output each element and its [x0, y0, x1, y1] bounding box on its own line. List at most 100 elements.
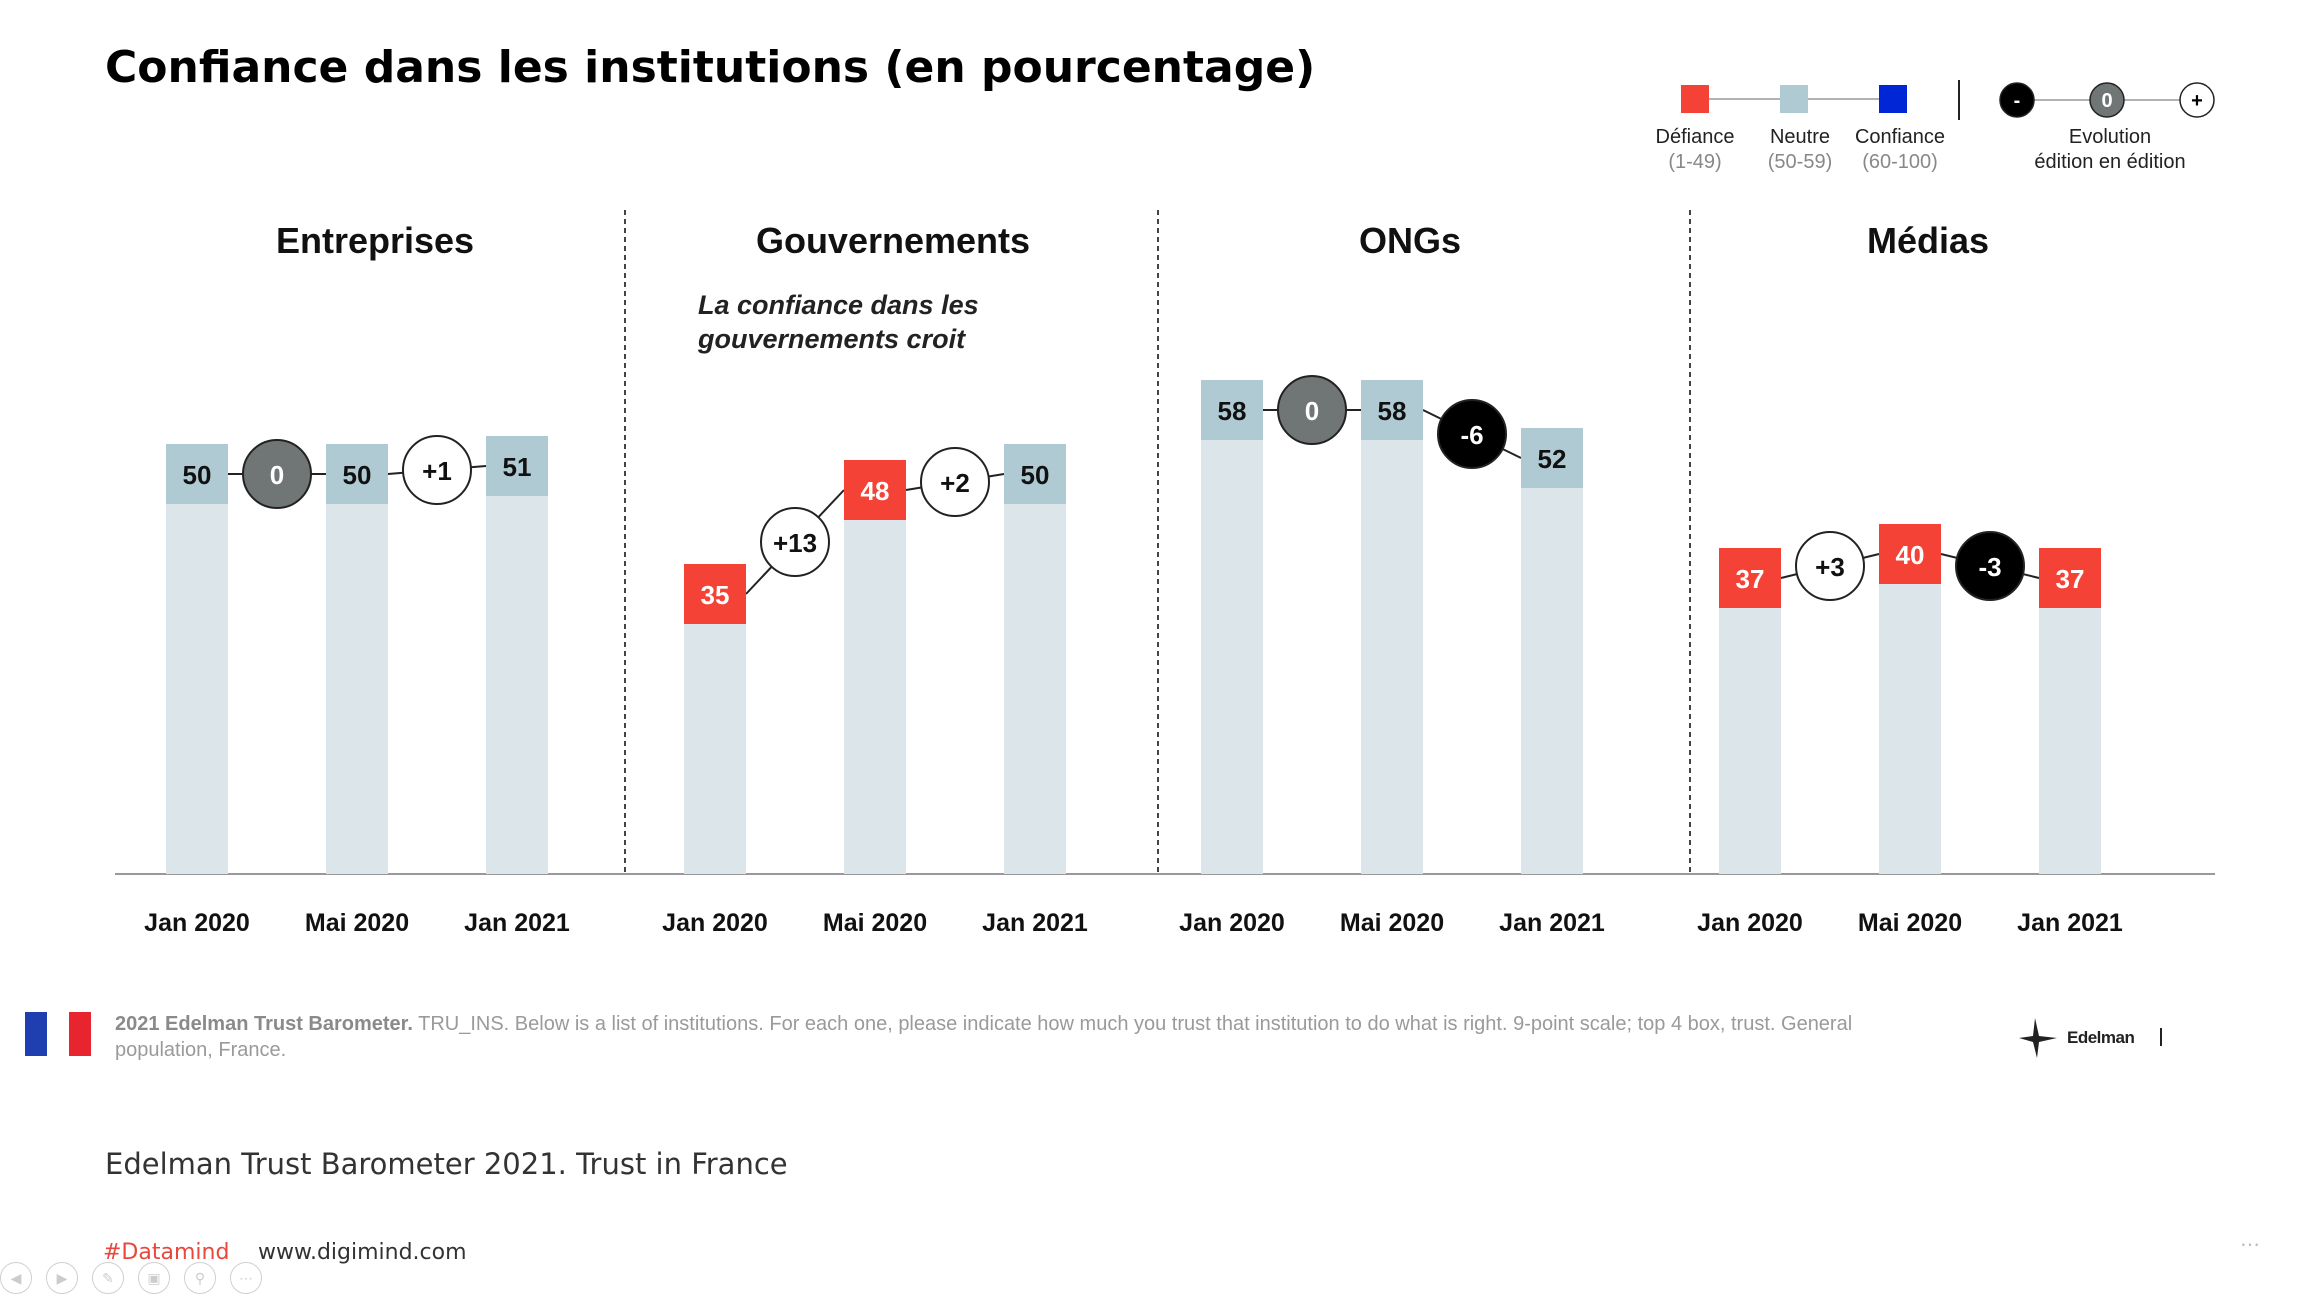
- legend-minus-icon: [1999, 82, 2035, 118]
- more-dots-icon: ⋯: [2240, 1234, 2260, 1256]
- legend-defiance-label: Défiance: [1655, 126, 1735, 148]
- ongs-bar-1: [1201, 410, 1263, 874]
- ongs-value-label-1: 58: [1218, 396, 1247, 426]
- panel-title-medias: Médias: [1866, 220, 1990, 261]
- gouvernements-bar-1: [684, 594, 746, 874]
- gouvernements-category-label-1: Jan 2020: [662, 909, 768, 937]
- entreprises-value-label-1: 50: [183, 460, 212, 490]
- medias-category-label-3: Jan 2021: [2017, 909, 2123, 937]
- entreprises-category-label-1: Jan 2020: [144, 909, 250, 937]
- gouvernements-value-label-3: 50: [1021, 460, 1050, 490]
- medias-bar-2: [1879, 554, 1941, 874]
- medias-category-label-2: Mai 2020: [1858, 909, 1962, 937]
- panel-title-entreprises: Entreprises: [275, 220, 475, 261]
- legend-evolution-line2: édition en édition: [2034, 151, 2186, 173]
- ongs-value-label-3: 52: [1538, 444, 1567, 474]
- entreprises-value-label-3: 51: [503, 452, 532, 482]
- slide-controls: ◀ ▶ ✎ ▣ ⚲ ⋯: [0, 1262, 262, 1294]
- gouvernements-change-label-1: +13: [773, 528, 817, 558]
- source-caption: Edelman Trust Barometer 2021. Trust in F…: [105, 1147, 788, 1181]
- zoom-icon[interactable]: ⚲: [184, 1262, 216, 1294]
- medias-value-box-1: [1719, 548, 1781, 608]
- trust-chart: - 0 +50 Jan 2020 50 Mai 2020 51 Jan 2021 0 +1 35 Ja…: [115, 80, 2215, 937]
- medias-change-circle-2: [1955, 531, 2025, 601]
- ongs-category-label-2: Mai 2020: [1340, 909, 1444, 937]
- legend-zero-icon-text: 0: [2101, 90, 2112, 112]
- slides-icon[interactable]: ▣: [138, 1262, 170, 1294]
- ongs-value-box-2: [1361, 380, 1423, 440]
- entreprises-bar-1: [166, 474, 228, 874]
- medias-value-box-3: [2039, 548, 2101, 608]
- gouvernements-category-label-3: Jan 2021: [982, 909, 1088, 937]
- medias-bar-3: [2039, 578, 2101, 874]
- medias-change-circle-1: [1795, 531, 1865, 601]
- legend-defiance-range: (1-49): [1668, 151, 1722, 173]
- entreprises-change-circle-2: [402, 435, 472, 505]
- medias-value-box-2: [1879, 524, 1941, 584]
- entreprises-value-box-1: [166, 444, 228, 504]
- gouvernements-value-box-2: [844, 460, 906, 520]
- gouvernements-value-label-2: 48: [861, 476, 890, 506]
- legend-evolution: Evolution édition en édition: [2010, 125, 2210, 175]
- website-link[interactable]: www.digimind.com: [258, 1240, 467, 1265]
- entreprises-category-label-2: Mai 2020: [305, 909, 409, 937]
- france-flag: [25, 1012, 91, 1056]
- medias-value-label-1: 37: [1736, 564, 1765, 594]
- legend-minus-icon-text: -: [2014, 90, 2021, 112]
- legend-defiance-swatch: [1681, 85, 1709, 113]
- entreprises-bar-2: [326, 474, 388, 874]
- entreprises-value-label-2: 50: [343, 460, 372, 490]
- ongs-category-label-1: Jan 2020: [1179, 909, 1285, 937]
- legend-confiance-label: Confiance: [1854, 126, 1946, 148]
- footnote-text: TRU_INS. Below is a list of institutions…: [115, 1013, 1853, 1061]
- gouvernements-bar-3: [1004, 474, 1066, 874]
- gouvernements-bar-2: [844, 490, 906, 874]
- medias-change-label-1: +3: [1815, 552, 1845, 582]
- entreprises-value-box-2: [326, 444, 388, 504]
- legend-confiance-range: (60-100): [1862, 151, 1938, 173]
- ongs-change-label-1: 0: [1305, 396, 1319, 426]
- medias-bar-1: [1719, 578, 1781, 874]
- medias-category-label-1: Jan 2020: [1697, 909, 1803, 937]
- gouvernements-value-box-3: [1004, 444, 1066, 504]
- gouvernements-value-label-1: 35: [701, 580, 730, 610]
- gouvernements-change-label-2: +2: [940, 468, 970, 498]
- logo-divider: [2160, 1028, 2162, 1046]
- ongs-change-label-2: -6: [1460, 420, 1483, 450]
- edelman-logo-icon: [2019, 1018, 2057, 1058]
- entreprises-category-label-3: Jan 2021: [464, 909, 570, 937]
- ongs-change-circle-2: [1437, 399, 1507, 469]
- next-icon[interactable]: ▶: [46, 1262, 78, 1294]
- annotation-line1: La confiance dans les: [698, 290, 979, 320]
- ongs-value-label-2: 58: [1378, 396, 1407, 426]
- edelman-logo: Edelman: [2015, 1016, 2135, 1060]
- legend-evolution-line1: Evolution: [2068, 126, 2152, 148]
- legend-neutre-label: Neutre: [1769, 126, 1831, 148]
- edelman-logo-text: Edelman: [2067, 1028, 2135, 1047]
- legend-neutre-range: (50-59): [1767, 151, 1833, 173]
- legend-neutre: Neutre (50-59): [1745, 125, 1855, 175]
- footnote: 2021 Edelman Trust Barometer. TRU_INS. B…: [115, 1011, 1895, 1063]
- legend-defiance: Défiance (1-49): [1640, 125, 1750, 175]
- legend-confiance-swatch: [1879, 85, 1907, 113]
- hashtag[interactable]: #Datamind: [103, 1240, 230, 1265]
- entreprises-value-box-3: [486, 436, 548, 496]
- gouvernements-value-box-1: [684, 564, 746, 624]
- entreprises-bar-3: [486, 466, 548, 874]
- entreprises-change-label-1: 0: [270, 460, 284, 490]
- ongs-change-circle-1: [1277, 375, 1347, 445]
- annotation-line2: gouvernements croit: [698, 324, 966, 354]
- entreprises-change-circle-1: [242, 439, 312, 509]
- more-icon[interactable]: ⋯: [230, 1262, 262, 1294]
- panel-title-gouvernements: Gouvernements: [755, 220, 1031, 261]
- legend-plus-icon-text: +: [2191, 90, 2203, 112]
- legend-zero-icon: [2089, 82, 2125, 118]
- page-title: Confiance dans les institutions (en pour…: [105, 42, 1316, 93]
- previous-icon[interactable]: ◀: [0, 1262, 32, 1294]
- gouvernements-category-label-2: Mai 2020: [823, 909, 927, 937]
- ongs-value-box-3: [1521, 428, 1583, 488]
- pen-icon[interactable]: ✎: [92, 1262, 124, 1294]
- medias-value-label-3: 37: [2056, 564, 2085, 594]
- legend-neutre-swatch: [1780, 85, 1808, 113]
- ongs-category-label-3: Jan 2021: [1499, 909, 1605, 937]
